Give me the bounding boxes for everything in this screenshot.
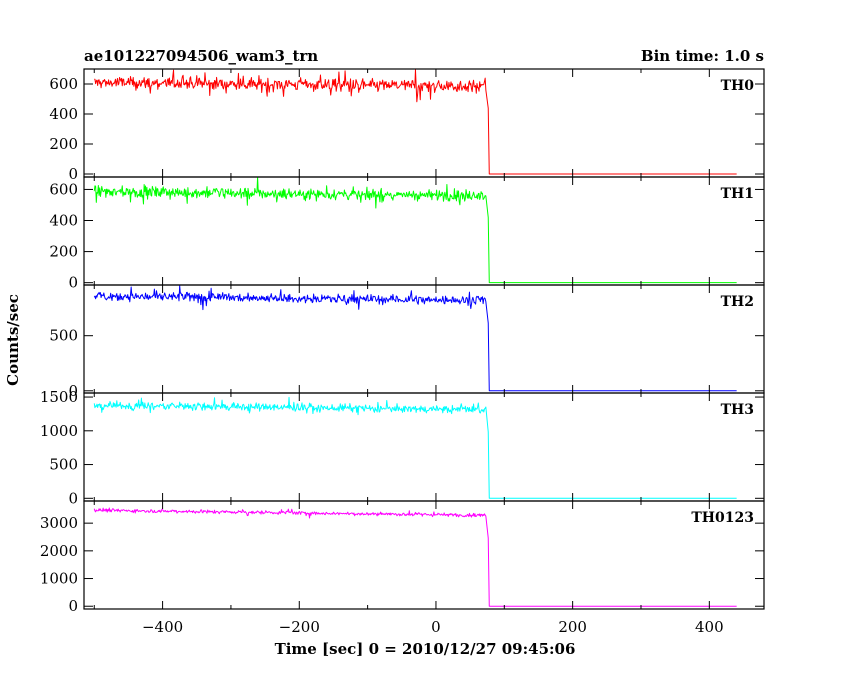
- y-tick-label: 0: [68, 382, 78, 400]
- y-tick-label: 600: [49, 180, 78, 198]
- series-label-th1: TH1: [721, 186, 754, 202]
- y-tick-label: 600: [49, 75, 78, 93]
- panel-th1: 0 200 400 600 TH1: [49, 176, 765, 292]
- panel-frame: [83, 68, 765, 178]
- panel-frame: [83, 392, 765, 502]
- series-label-th3: TH3: [721, 402, 754, 418]
- y-tick-label: 200: [49, 243, 78, 261]
- y-tick-label: 500: [49, 327, 78, 345]
- series-line-th2: [93, 285, 737, 392]
- series-label-th0: TH0: [721, 78, 755, 94]
- series-line-th0123: [93, 507, 737, 607]
- series-label-th0123: TH0123: [691, 510, 754, 526]
- x-tick-label: −400: [142, 618, 183, 636]
- y-tick-label: 200: [49, 135, 78, 153]
- panel-th2: 0 500 TH2: [49, 284, 765, 400]
- x-tick-label: −200: [279, 618, 320, 636]
- panel-th0: 0 200 400 600 TH0: [49, 68, 765, 183]
- y-tick-label: 1000: [40, 570, 78, 588]
- y-tick-label: 0: [68, 597, 78, 615]
- y-tick-label: 0: [68, 165, 78, 183]
- y-axis-title: Counts/sec: [4, 294, 22, 386]
- series-label-th2: TH2: [721, 294, 754, 310]
- y-tick-label: 1500: [40, 388, 78, 406]
- y-tick-label: 400: [49, 105, 78, 123]
- panel-frame: [83, 500, 765, 610]
- x-tick-label: 400: [695, 618, 724, 636]
- y-tick-label: 0: [68, 489, 78, 507]
- y-tick-label: 2000: [40, 542, 78, 560]
- panel-th3: 0 500 1000 1500 TH3: [40, 388, 765, 507]
- series-line-th1: [93, 176, 737, 284]
- chart-title: ae101227094506_wam3_trn: [84, 47, 318, 65]
- panel-th0123: 0 1000 2000 3000 TH0123: [40, 500, 765, 615]
- y-tick-label: 500: [49, 456, 78, 474]
- y-tick-label: 400: [49, 212, 78, 230]
- series-line-th0: [94, 69, 737, 175]
- panels-group: 0 200 400 600 TH0 0 200 400 600 TH1 0 500 TH2 0 500 100…: [40, 68, 765, 636]
- bin-time-label: Bin time: 1.0 s: [641, 47, 764, 65]
- series-line-th3: [93, 396, 737, 499]
- y-tick-label: 1000: [40, 422, 78, 440]
- y-tick-label: 0: [68, 274, 78, 292]
- x-tick-label: 0: [431, 618, 441, 636]
- x-tick-label: 200: [558, 618, 587, 636]
- y-tick-label: 3000: [40, 514, 78, 532]
- x-axis-title: Time [sec] 0 = 2010/12/27 09:45:06: [275, 640, 576, 658]
